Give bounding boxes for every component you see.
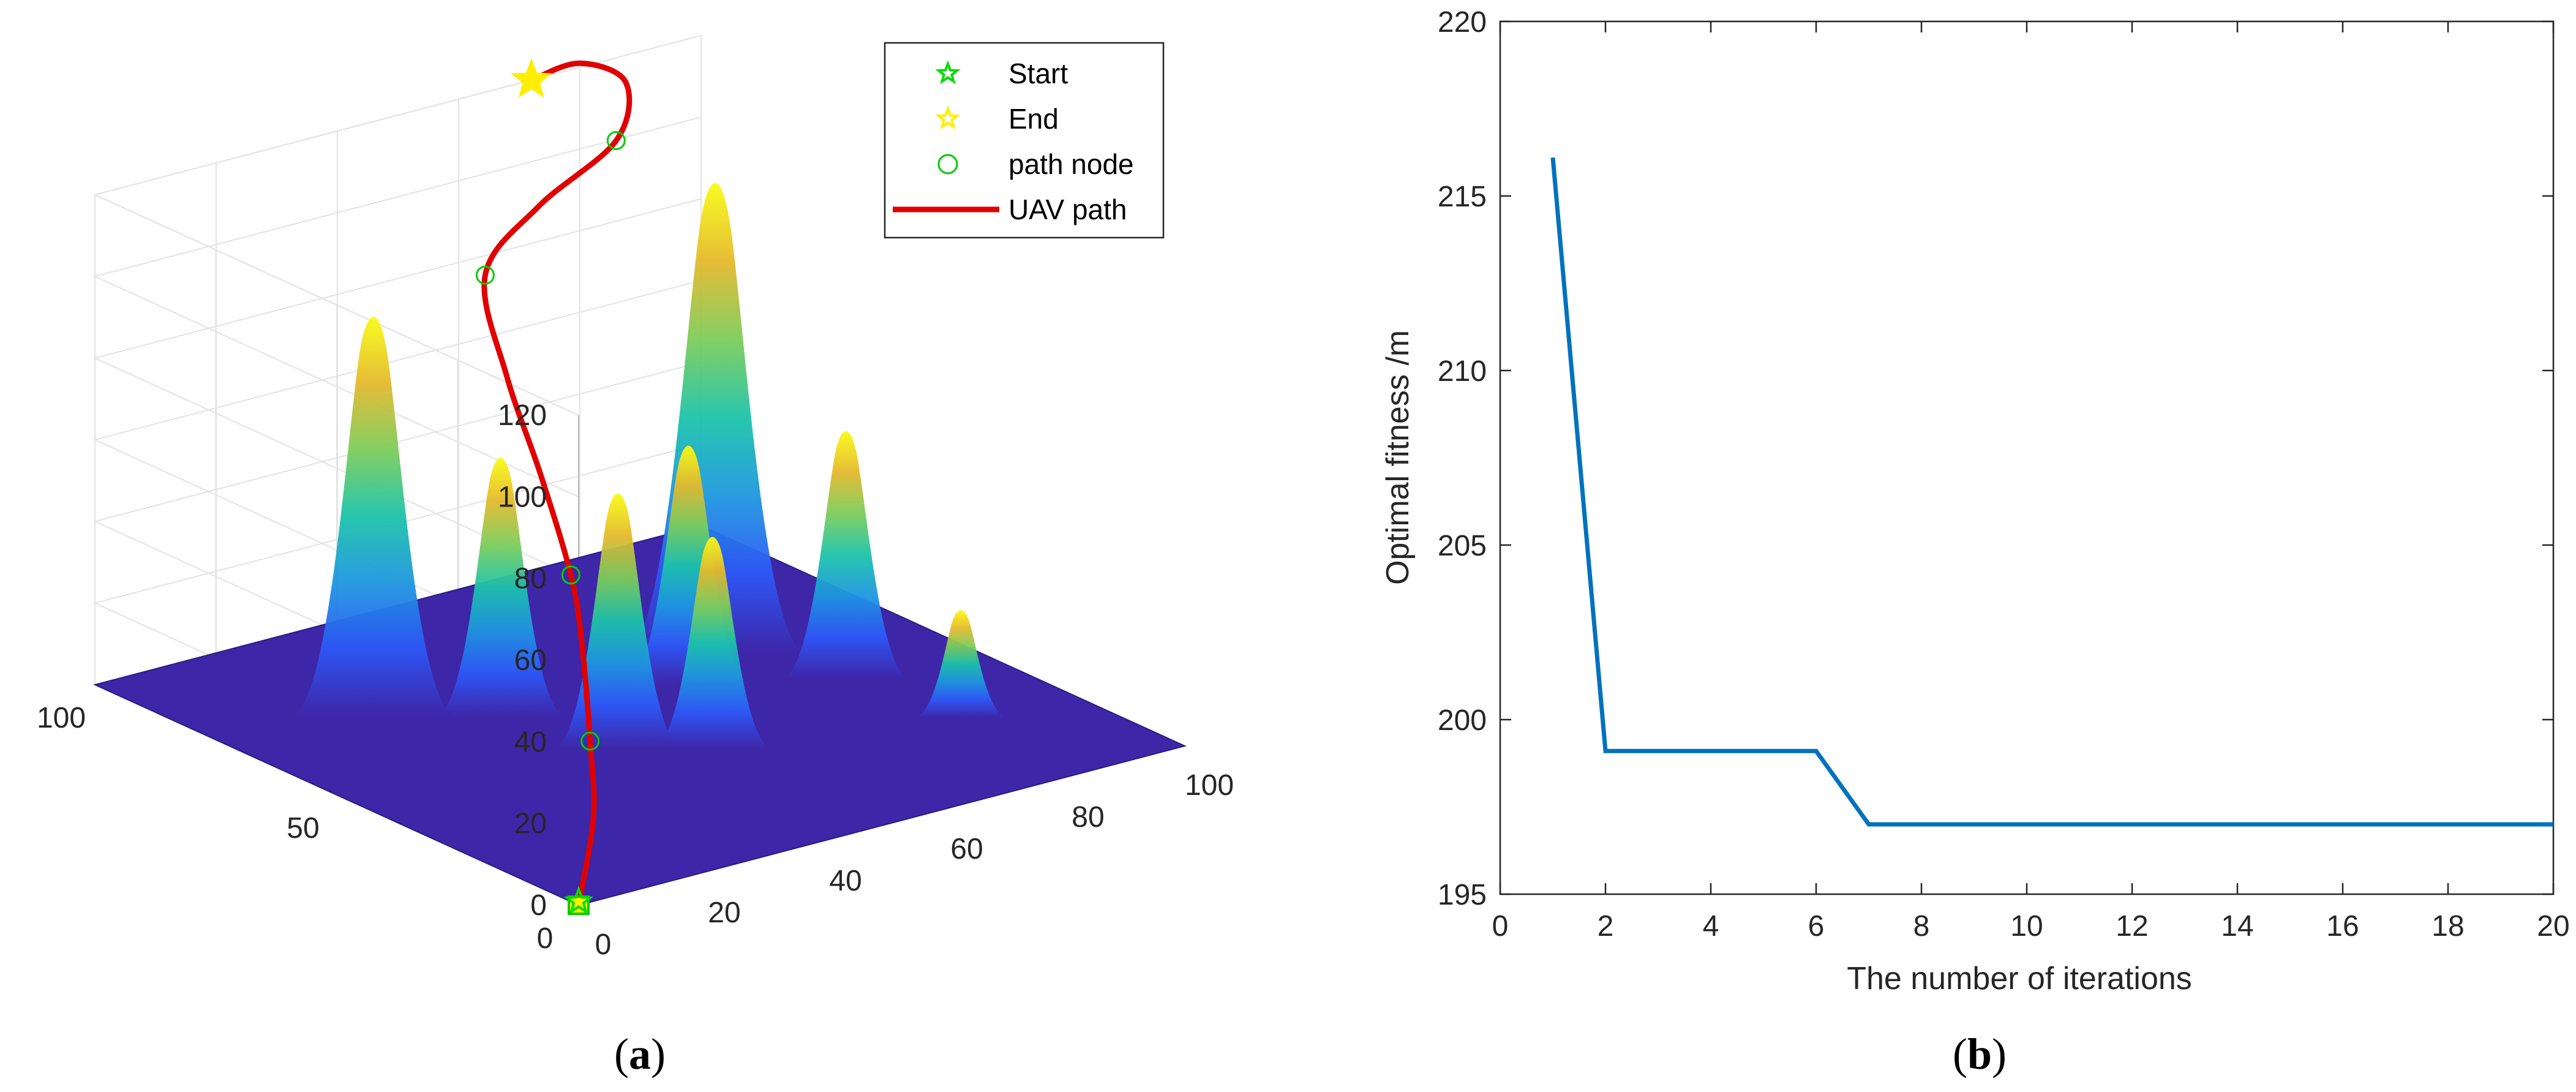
x-tick-label: 2 bbox=[1598, 910, 1614, 943]
z-tick-label: 120 bbox=[498, 399, 547, 432]
y-tick-label: 210 bbox=[1438, 355, 1487, 388]
x-tick-label: 4 bbox=[1703, 910, 1719, 943]
terrain-peak bbox=[293, 317, 453, 716]
legend-label: path node bbox=[1008, 148, 1134, 180]
panel-a-terrain-peaks bbox=[293, 183, 1007, 749]
legend-marker-start bbox=[935, 60, 961, 85]
x-tick-label: 0 bbox=[1492, 910, 1509, 943]
x-tick-label: 20 bbox=[708, 897, 740, 929]
fitness-series-line bbox=[1550, 157, 2553, 827]
panel-a-letter: a bbox=[629, 1030, 651, 1079]
z-tick-label: 80 bbox=[514, 563, 547, 595]
x-tick-label: 8 bbox=[1913, 910, 1930, 943]
x-tick-label: 80 bbox=[1072, 801, 1104, 834]
y-tick-label: 220 bbox=[1438, 6, 1487, 39]
legend-label: Start bbox=[1008, 58, 1068, 89]
x-tick-label: 6 bbox=[1808, 910, 1825, 943]
x-tick-label: 16 bbox=[2326, 910, 2359, 943]
x-tick-label: 12 bbox=[2116, 910, 2148, 943]
panel-b-ticks: 0 2 4 6 8 10 12 14 16 18 20 195 200 205 210 215 220 bbox=[1438, 6, 2570, 943]
panel-a-legend: Start End path node UAV path bbox=[884, 42, 1165, 239]
x-tick-label: 40 bbox=[829, 865, 862, 897]
start-marker bbox=[563, 886, 594, 914]
legend-label: End bbox=[1008, 103, 1059, 135]
legend-box bbox=[884, 42, 1165, 239]
panel-b-label: (b) bbox=[1953, 1030, 2007, 1079]
path-node-marker bbox=[561, 565, 580, 585]
y-tick-label: 0 bbox=[537, 922, 554, 955]
y-tick-label: 100 bbox=[37, 702, 86, 734]
path-node-marker bbox=[606, 130, 626, 150]
x-tick-label: 14 bbox=[2221, 910, 2253, 943]
legend-marker-path-node bbox=[937, 154, 958, 175]
z-tick-label: 20 bbox=[514, 808, 547, 840]
terrain-peak bbox=[654, 537, 771, 748]
y-tick-label: 205 bbox=[1438, 530, 1487, 562]
panel-a-label: (a) bbox=[614, 1030, 666, 1079]
x-tick-label: 10 bbox=[2010, 910, 2043, 943]
panel-b-axes-box bbox=[1499, 20, 2555, 895]
y-tick-label: 50 bbox=[287, 812, 319, 845]
z-tick-label: 100 bbox=[498, 481, 547, 513]
panel-b-x-axis-label: The number of iterations bbox=[1847, 961, 2192, 996]
end-marker bbox=[510, 58, 552, 98]
x-tick-label: 60 bbox=[950, 833, 983, 865]
z-tick-label: 60 bbox=[514, 644, 547, 677]
panel-b-line-chart: 0 2 4 6 8 10 12 14 16 18 20 195 200 205 210 215 220 The … bbox=[1380, 6, 2570, 1079]
legend-label: UAV path bbox=[1008, 194, 1127, 225]
legend-marker-end bbox=[935, 105, 961, 130]
panel-b-y-axis-label: Optimal fitness /m bbox=[1380, 330, 1416, 585]
panel-a-uav-path bbox=[475, 58, 633, 915]
panel-a-surface-plot: 0 20 40 60 80 100 120 0 20 40 60 80 100 0 50 100 Start E… bbox=[37, 34, 1234, 1079]
panel-a-tick-labels: 0 20 40 60 80 100 120 0 20 40 60 80 100 0 50 100 bbox=[37, 399, 1234, 961]
terrain-peak bbox=[914, 610, 1007, 718]
terrain-peak bbox=[437, 458, 565, 717]
x-tick-label: 0 bbox=[595, 928, 612, 961]
z-tick-label: 0 bbox=[530, 889, 547, 922]
panel-b-letter: b bbox=[1967, 1030, 1992, 1079]
y-tick-label: 195 bbox=[1438, 879, 1487, 911]
y-tick-label: 215 bbox=[1438, 181, 1487, 213]
z-tick-label: 40 bbox=[514, 726, 547, 758]
panel-b-series bbox=[1550, 157, 2553, 827]
legend-items: Start End path node UAV path bbox=[893, 58, 1134, 225]
uav-path-line bbox=[481, 60, 633, 908]
path-node-marker bbox=[475, 265, 495, 285]
y-tick-label: 200 bbox=[1438, 704, 1487, 737]
x-tick-label: 100 bbox=[1185, 769, 1234, 802]
x-tick-label: 18 bbox=[2431, 910, 2464, 943]
terrain-peak bbox=[784, 431, 908, 679]
x-tick-label: 20 bbox=[2537, 910, 2569, 943]
path-node-marker bbox=[580, 731, 600, 751]
